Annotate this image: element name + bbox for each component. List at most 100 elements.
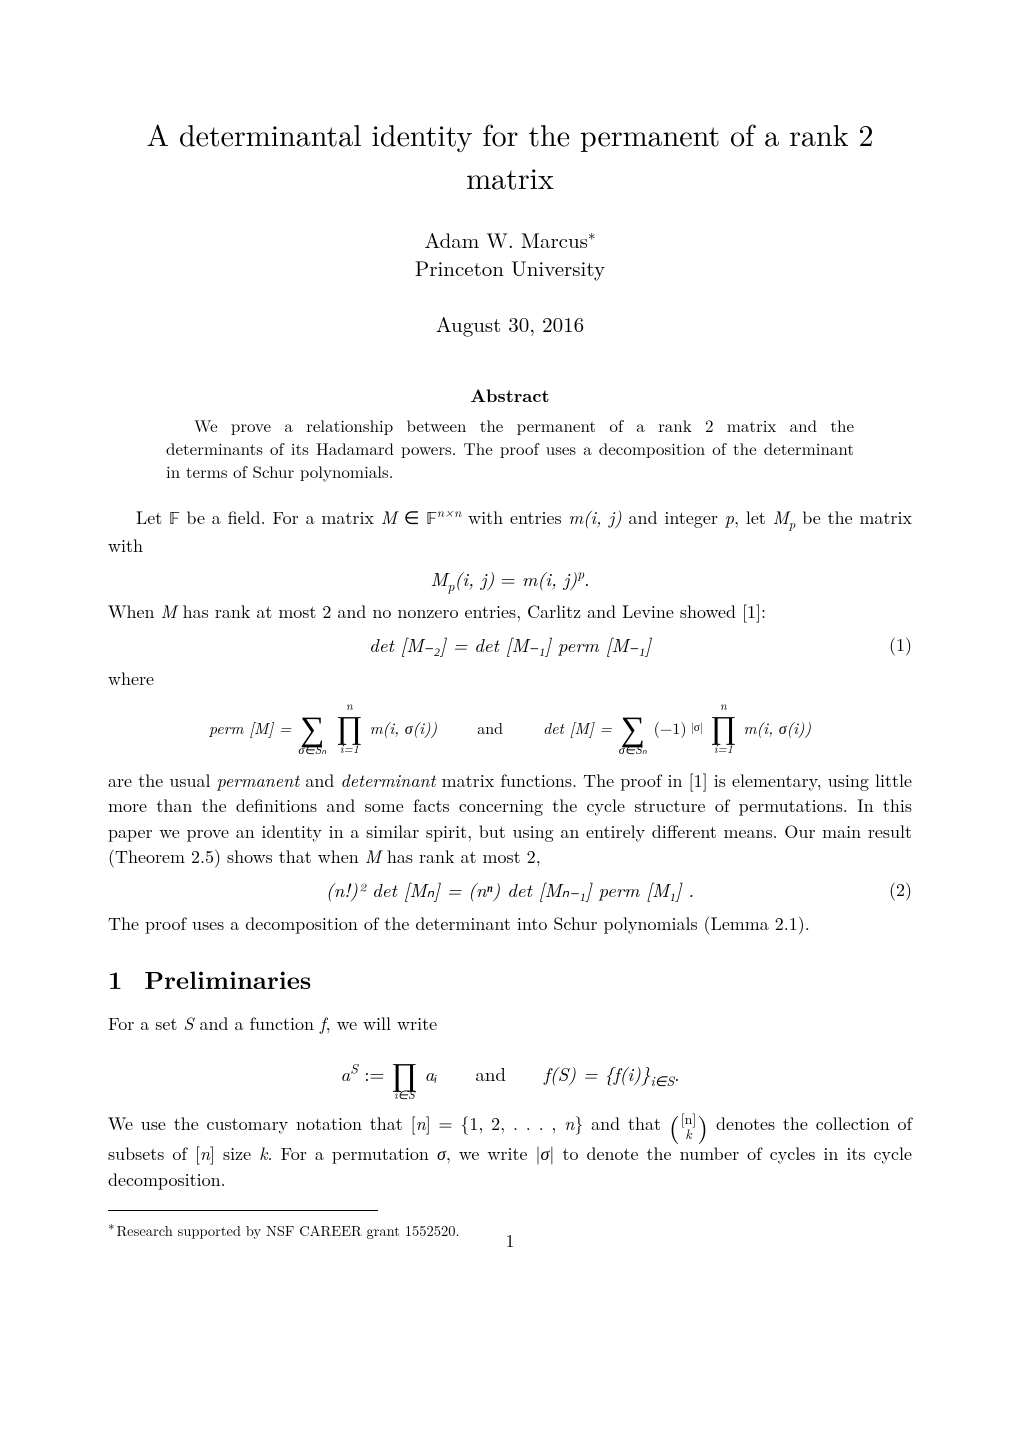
symbol-sigma: σ — [437, 1141, 446, 1166]
text: Let — [136, 505, 169, 530]
aS-sup: S — [350, 1058, 358, 1077]
fS-sub: i∈S — [650, 1070, 674, 1089]
text: , we will write — [326, 1011, 438, 1036]
prod-icon: n ∏ i=1 — [710, 700, 736, 755]
abstract-heading: Abstract — [108, 383, 912, 408]
perm-body: m(i, σ(i)) — [370, 716, 438, 739]
text: . For a permutation — [267, 1141, 437, 1166]
equation-1: det [M₋₂] = det [M₋₁] perm [M₋₁] (1) — [108, 635, 912, 656]
aS-lhs: a — [340, 1060, 350, 1087]
eq-eq: = — [494, 565, 521, 592]
text: and integer — [622, 505, 725, 530]
text: We use the customary notation that [ — [108, 1111, 416, 1136]
author-affil-mark: ∗ — [588, 224, 596, 245]
section-title: Preliminaries — [144, 962, 311, 997]
sum-icon: ∑ σ∈Sₙ — [619, 699, 647, 756]
and-label: and — [477, 716, 503, 739]
equation-perm-det: perm [M] = ∑ σ∈Sₙ n ∏ i=1 m(i, σ(i)) and… — [108, 699, 912, 756]
symbol-field: 𝔽 — [426, 511, 437, 529]
section-1-heading: 1 Preliminaries — [108, 962, 912, 997]
paper-title: A determinantal identity for the permane… — [108, 112, 912, 198]
equation-2: (n!)² det [Mₙ] = (nⁿ) det [Mₙ₋₁] perm [M… — [108, 880, 912, 901]
symbol-Mp: M — [773, 505, 789, 530]
eq-lhs-base: M — [430, 565, 447, 592]
abstract-body: We prove a relationship between the perm… — [166, 414, 854, 483]
author-block: Adam W. Marcus∗ Princeton University — [108, 226, 912, 283]
text: and — [299, 768, 340, 793]
sum-sub: σ∈Sₙ — [619, 744, 647, 756]
symbol-n: n — [564, 1111, 574, 1136]
binom-bot: k — [685, 1127, 691, 1142]
text: , let — [734, 505, 773, 530]
text: , we write | — [446, 1141, 541, 1166]
prod-icon: n ∏ i=1 — [336, 700, 362, 755]
fS-period: . — [674, 1060, 679, 1087]
section-number: 1 — [108, 962, 122, 997]
text: } and that — [574, 1111, 668, 1136]
prod-sub: i∈S — [394, 1089, 415, 1101]
text: ] size — [210, 1141, 259, 1166]
page: A determinantal identity for the permane… — [0, 0, 1020, 1301]
author-affiliation: Princeton University — [415, 253, 605, 283]
prod-sub: i=1 — [714, 743, 733, 755]
text: When — [108, 599, 161, 624]
author-name: Adam W. Marcus — [424, 225, 588, 255]
para-5: For a set S and a function f, we will wr… — [108, 1011, 912, 1037]
det-body: m(i, σ(i)) — [744, 716, 812, 739]
prod-sub: i=1 — [340, 743, 359, 755]
sum-icon: ∑ σ∈Sₙ — [298, 699, 326, 756]
perm-definition: perm [M] = ∑ σ∈Sₙ n ∏ i=1 m(i, σ(i)) — [209, 699, 437, 756]
text: be a field. For a matrix — [180, 505, 381, 530]
sum-sub: σ∈Sₙ — [298, 744, 326, 756]
symbol-M: M — [381, 505, 397, 530]
text: For a set — [108, 1011, 183, 1036]
text: has rank at most 2 and no nonzero entrie… — [177, 599, 766, 624]
permanent-word: permanent — [217, 768, 300, 793]
symbol-M: M — [161, 599, 177, 624]
symbol-S: S — [183, 1011, 193, 1036]
equation-aS: aS := ∏ i∈S aᵢ and f(S) = {f(i)}i∈S. — [108, 1047, 912, 1102]
para-4: The proof uses a decomposition of the de… — [108, 911, 912, 937]
text: are the usual — [108, 768, 217, 793]
equation-Mp-def: Mp(i, j) = m(i, j)p. — [108, 569, 912, 590]
text: has rank at most 2, — [381, 844, 541, 869]
paper-date: August 30, 2016 — [108, 309, 912, 339]
para-3: are the usual permanent and determinant … — [108, 768, 912, 870]
eq1-number: (1) — [889, 636, 912, 656]
text: ] = {1, 2, . . . , — [426, 1111, 564, 1136]
abstract-text: We prove a relationship between the perm… — [166, 413, 854, 483]
eq1-text: det [M₋₂] = det [M₋₁] perm [M₋₁] — [369, 631, 651, 658]
eq-period: . — [584, 565, 589, 592]
para-6: We use the customary notation that [n] =… — [108, 1111, 912, 1192]
perm-label: perm [M] = — [209, 716, 291, 739]
where-label: where — [108, 666, 912, 691]
fS-rhs: f(S) = {f(i)} — [544, 1060, 650, 1087]
symbol-n: n — [200, 1141, 210, 1166]
det-label: det [M] = — [543, 716, 612, 739]
para-1: Let 𝔽 be a field. For a matrix M ∈ 𝔽n×n … — [108, 505, 912, 559]
prod-icon: ∏ i∈S — [391, 1047, 417, 1102]
sup-nxn: n×n — [437, 502, 462, 521]
eq2-number: (2) — [889, 880, 912, 900]
determinant-word: determinant — [341, 768, 436, 793]
sign-base: (−1) — [654, 716, 687, 739]
symbol-mij: m(i, j) — [568, 505, 621, 530]
and-label: and — [475, 1064, 506, 1085]
text: with entries — [461, 505, 568, 530]
page-number: 1 — [0, 1228, 1020, 1253]
text: ∈ — [397, 505, 426, 530]
symbol-p: p — [725, 505, 734, 530]
footnote-rule — [108, 1210, 378, 1211]
aS-assign: := — [358, 1060, 384, 1087]
text: and a function — [194, 1011, 321, 1036]
binomial-icon: ([n]k) — [669, 1112, 708, 1141]
eq2-text: (n!)² det [Mₙ] = (nⁿ) det [Mₙ₋₁] perm [M… — [326, 876, 694, 903]
symbol-M: M — [365, 844, 381, 869]
symbol-field: 𝔽 — [169, 511, 180, 529]
eq-lhs-args: (i, j) — [455, 565, 495, 592]
eq-lhs-sub: p — [448, 575, 455, 594]
para-2: When M has rank at most 2 and no nonzero… — [108, 599, 912, 625]
symbol-n: n — [416, 1111, 426, 1136]
eq-rhs-base: m(i, j) — [522, 565, 577, 592]
aS-body: aᵢ — [425, 1064, 438, 1085]
